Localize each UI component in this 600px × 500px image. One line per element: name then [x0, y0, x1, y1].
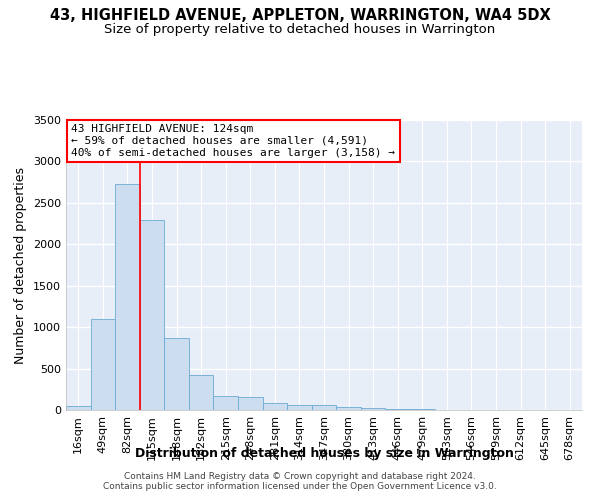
Bar	[263, 402, 287, 410]
Y-axis label: Number of detached properties: Number of detached properties	[14, 166, 28, 364]
Text: Contains HM Land Registry data © Crown copyright and database right 2024.: Contains HM Land Registry data © Crown c…	[124, 472, 476, 481]
Bar	[189, 375, 214, 410]
Bar	[287, 405, 312, 410]
Bar	[336, 406, 361, 410]
Text: Contains public sector information licensed under the Open Government Licence v3: Contains public sector information licen…	[103, 482, 497, 491]
Bar	[385, 409, 410, 410]
Text: Size of property relative to detached houses in Warrington: Size of property relative to detached ho…	[104, 22, 496, 36]
Bar	[164, 338, 189, 410]
Bar	[238, 396, 263, 410]
Bar	[66, 406, 91, 410]
Text: 43 HIGHFIELD AVENUE: 124sqm
← 59% of detached houses are smaller (4,591)
40% of : 43 HIGHFIELD AVENUE: 124sqm ← 59% of det…	[71, 124, 395, 158]
Bar	[115, 184, 140, 410]
Bar	[361, 408, 385, 410]
Text: 43, HIGHFIELD AVENUE, APPLETON, WARRINGTON, WA4 5DX: 43, HIGHFIELD AVENUE, APPLETON, WARRINGT…	[50, 8, 550, 22]
Bar	[214, 396, 238, 410]
Bar	[140, 220, 164, 410]
Bar	[91, 319, 115, 410]
Bar	[410, 409, 434, 410]
Text: Distribution of detached houses by size in Warrington: Distribution of detached houses by size …	[134, 448, 514, 460]
Bar	[312, 406, 336, 410]
